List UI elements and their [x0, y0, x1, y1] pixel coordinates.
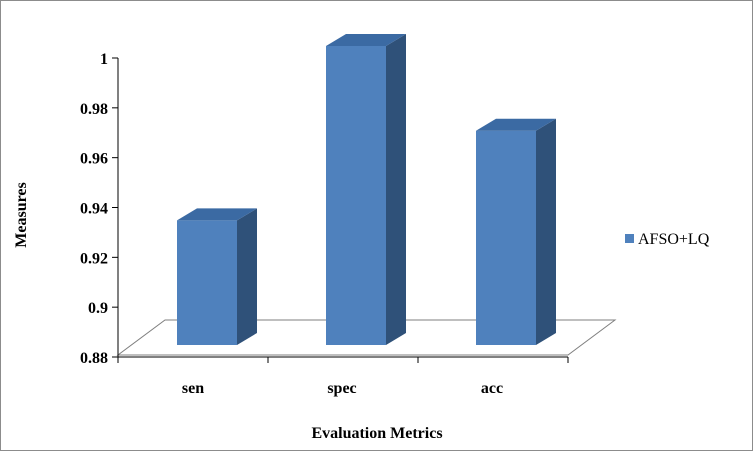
y-tick-label: 0.88	[80, 350, 108, 367]
bar-front	[326, 46, 386, 345]
x-tick-label: spec	[327, 380, 356, 397]
y-axis: 0.88 0.9 0.92 0.94 0.96 0.98 1	[80, 51, 119, 367]
y-tick-label: 0.96	[80, 151, 108, 168]
y-tick-label: 0.9	[88, 300, 108, 317]
x-axis: sen spec acc	[117, 356, 569, 397]
bar-sen	[177, 208, 257, 345]
bar-side	[237, 208, 257, 345]
x-axis-title: Evaluation Metrics	[311, 425, 442, 442]
y-tick-label: 0.94	[80, 201, 108, 218]
x-tick-label: sen	[182, 380, 204, 397]
x-tick-label: acc	[481, 380, 503, 397]
bar-front	[476, 130, 536, 345]
bar-side	[536, 118, 556, 345]
y-tick-label: 0.92	[80, 250, 108, 267]
legend: AFSO+LQ	[625, 231, 710, 248]
bar-series	[177, 34, 556, 345]
chart-floor	[116, 319, 617, 356]
bar-top	[326, 34, 406, 46]
floor-plane	[116, 319, 617, 356]
legend-swatch	[625, 234, 634, 243]
bar-spec	[326, 34, 406, 345]
bar-acc	[476, 118, 556, 345]
bar-top	[476, 118, 556, 131]
y-axis-title: Measures	[13, 182, 30, 247]
y-tick-label: 1	[100, 51, 108, 68]
bar-side	[386, 34, 406, 345]
y-tick-label: 0.98	[80, 101, 108, 118]
bar-top	[177, 208, 257, 221]
bar-front	[177, 220, 237, 345]
legend-label: AFSO+LQ	[638, 231, 710, 248]
